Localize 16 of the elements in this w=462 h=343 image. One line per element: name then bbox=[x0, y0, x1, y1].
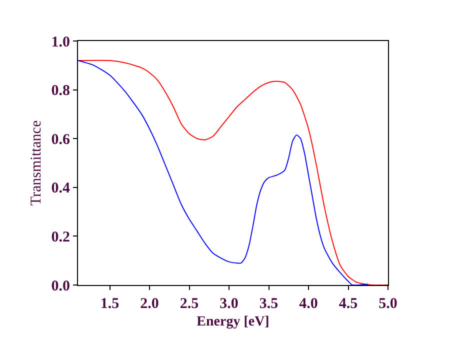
y-tick-label: 0.8 bbox=[51, 83, 70, 100]
y-axis-title: Transmittance bbox=[28, 120, 44, 206]
y-tick-label: 0.4 bbox=[51, 180, 70, 197]
y-tick-label: 1.0 bbox=[51, 34, 70, 50]
y-tick-label: 0.0 bbox=[51, 278, 70, 294]
x-axis-title: Energy [eV] bbox=[196, 314, 270, 330]
x-tick-label: 5.0 bbox=[378, 296, 398, 312]
x-tick-label: 1.5 bbox=[100, 296, 120, 312]
x-tick-label: 2.0 bbox=[140, 296, 159, 312]
x-tick-label: 3.5 bbox=[259, 296, 278, 312]
x-tick-label: 2.5 bbox=[180, 296, 199, 312]
x-tick-label: 4.0 bbox=[299, 296, 318, 312]
x-tick-label: 4.5 bbox=[338, 296, 358, 312]
x-tick-label: 3.0 bbox=[220, 296, 238, 312]
y-tick-label: 0.6 bbox=[51, 132, 70, 148]
y-tick-label: 0.2 bbox=[51, 229, 70, 246]
